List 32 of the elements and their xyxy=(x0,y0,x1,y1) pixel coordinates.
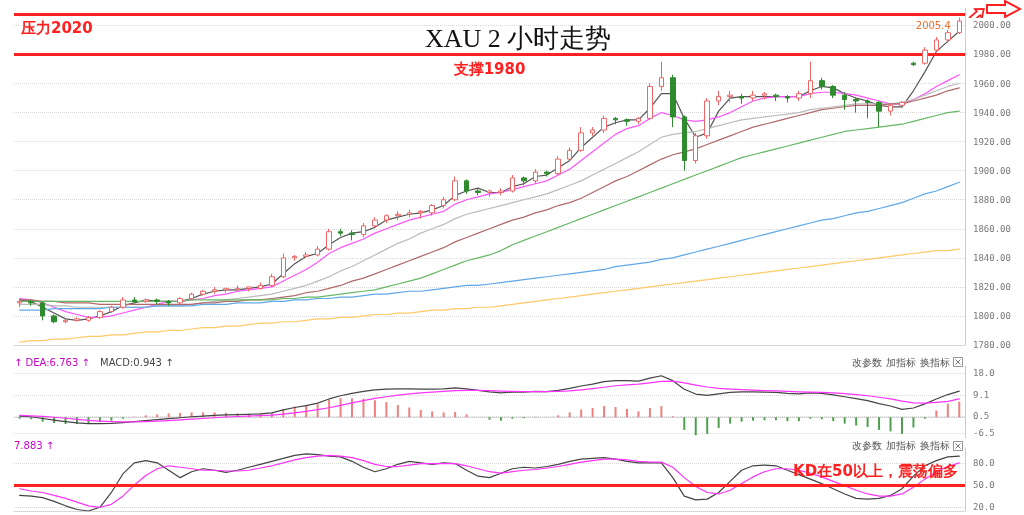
annotation: 改参数 xyxy=(852,356,882,368)
y-tick-label: 1940.00 xyxy=(973,107,1011,118)
y-tick-label: 1960.00 xyxy=(973,78,1011,89)
ref-line-label: 支撑1980 xyxy=(452,59,526,78)
y-tick-label: 1780.00 xyxy=(973,340,1011,350)
y-tick-label: 1820.00 xyxy=(973,281,1011,292)
y-tick-label: 9.1 xyxy=(973,390,990,401)
y-tick-label: 1880.00 xyxy=(973,194,1011,205)
y-tick-label: 1980.00 xyxy=(973,49,1011,60)
annotation: 加指标 xyxy=(886,439,916,451)
y-tick-label: -6.5 xyxy=(973,428,995,439)
annotation: 换指标 xyxy=(920,356,950,368)
annotation: 7.883 ↑ xyxy=(14,439,55,451)
annotation: 加指标 xyxy=(886,356,916,368)
y-tick-label: 50.0 xyxy=(973,480,995,491)
y-tick-label: 1860.00 xyxy=(973,223,1011,234)
y-tick-label: 1840.00 xyxy=(973,252,1011,263)
y-tick-label: 1900.00 xyxy=(973,165,1011,176)
y-tick-label: 18.0 xyxy=(973,368,995,379)
annotation: MACD:0.943 ↑ xyxy=(100,356,174,368)
ref-line-label: 压力2020 xyxy=(20,19,93,38)
y-tick-label: 2000.00 xyxy=(973,20,1011,31)
text: XAU 2 小时走势 xyxy=(425,23,612,53)
y-tick-label: 0.5 xyxy=(973,411,990,422)
annotation: 2005.4 xyxy=(915,20,951,32)
y-tick-label: 1920.00 xyxy=(973,136,1011,147)
annotation: ↑ DEA:6.763 ↑ xyxy=(14,356,90,368)
annotation: 改参数 xyxy=(852,439,882,451)
y-tick-label: 20.0 xyxy=(973,502,995,513)
y-tick-label: 1800.00 xyxy=(973,310,1011,321)
y-tick-label: 80.0 xyxy=(973,457,995,468)
annotation: 换指标 xyxy=(920,439,950,451)
